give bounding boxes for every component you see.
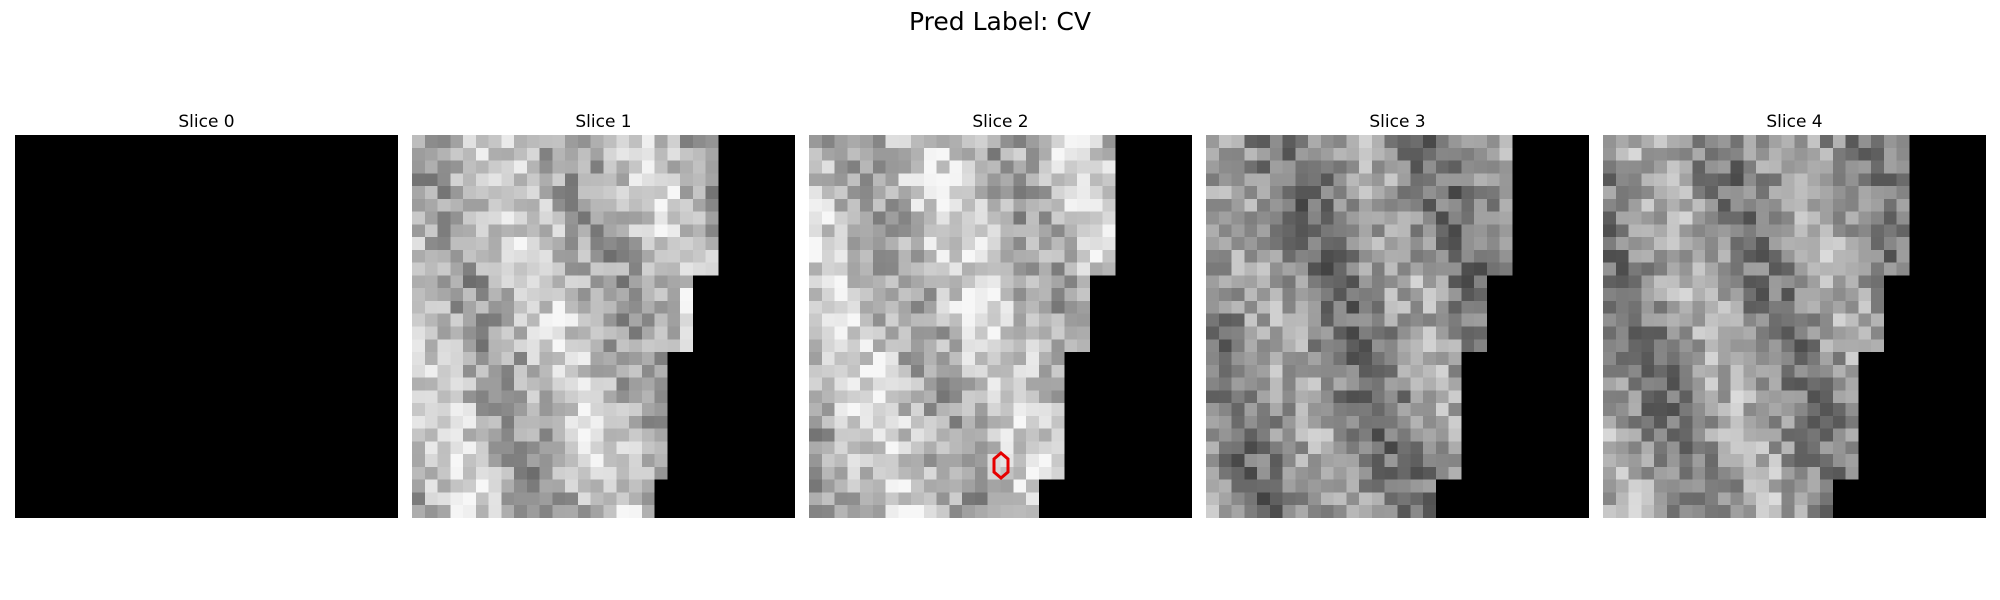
slice-panel-1: Slice 1: [412, 112, 795, 518]
slice-panel-0: Slice 0: [15, 112, 398, 518]
slice-canvas-3: [1206, 135, 1589, 518]
slice-image-3: [1206, 135, 1589, 518]
slice-title-3: Slice 3: [1369, 112, 1426, 132]
marker-overlay: [992, 451, 1010, 480]
slice-canvas-4: [1603, 135, 1986, 518]
slice-image-1: [412, 135, 795, 518]
slice-image-2: [809, 135, 1192, 518]
slice-title-1: Slice 1: [575, 112, 632, 132]
hexagon-marker-icon: [992, 451, 1010, 480]
slice-title-2: Slice 2: [972, 112, 1029, 132]
slice-image-0: [15, 135, 398, 518]
slice-title-0: Slice 0: [178, 112, 235, 132]
slice-title-4: Slice 4: [1766, 112, 1823, 132]
slice-panel-2: Slice 2: [809, 112, 1192, 518]
slice-panel-3: Slice 3: [1206, 112, 1589, 518]
slice-image-4: [1603, 135, 1986, 518]
slice-canvas-1: [412, 135, 795, 518]
figure-title: Pred Label: CV: [909, 7, 1091, 36]
slice-panel-4: Slice 4: [1603, 112, 1986, 518]
slice-canvas-0: [15, 135, 398, 518]
